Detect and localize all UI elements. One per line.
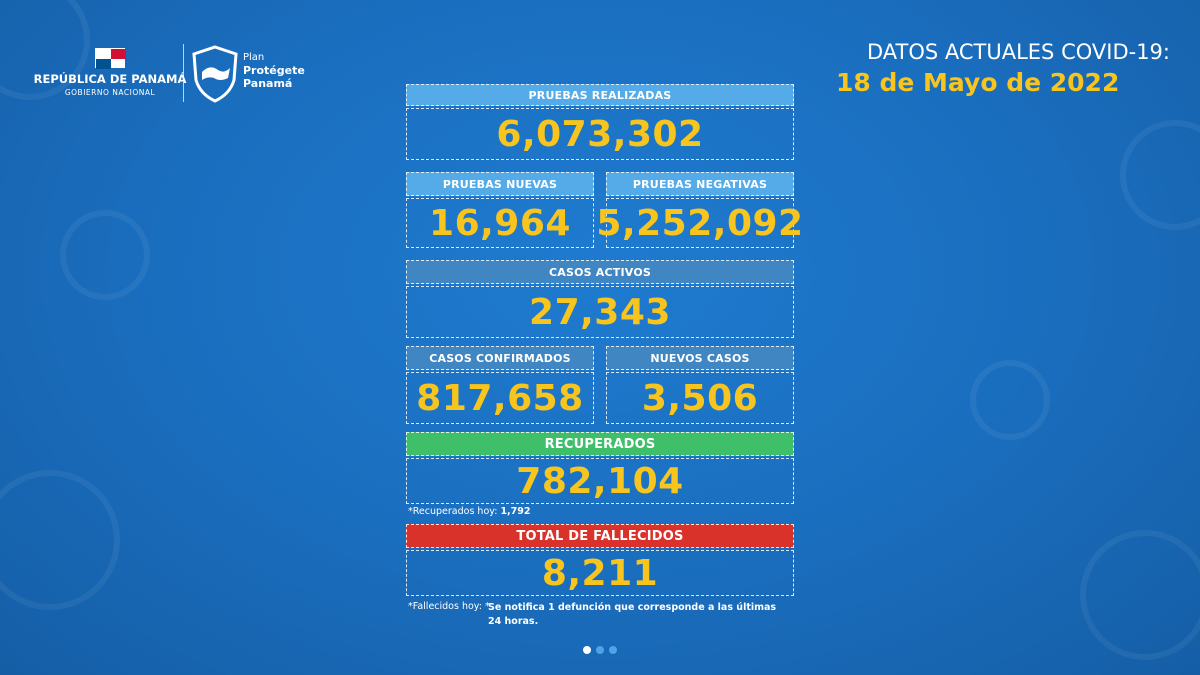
plan-name: Protégete	[243, 64, 305, 77]
stat-value: 16,964	[406, 198, 594, 248]
stat-label: NUEVOS CASOS	[606, 346, 794, 370]
decoration	[0, 470, 120, 610]
date: 18 de Mayo de 2022	[836, 68, 1120, 97]
plan-name: Panamá	[243, 77, 293, 90]
decoration	[1120, 120, 1200, 230]
divider	[183, 44, 184, 102]
plan-label: Plan	[243, 52, 265, 63]
carousel-dot[interactable]	[596, 646, 604, 654]
note-text: Se notifica 1 defunción que corresponde …	[488, 602, 777, 627]
note-value: 1,792	[500, 506, 531, 517]
decoration	[1080, 530, 1200, 660]
stat-value: 782,104	[406, 458, 794, 504]
shield-logo	[192, 45, 238, 103]
government-name: GOBIERNO NACIONAL	[64, 88, 156, 97]
stat-label: PRUEBAS REALIZADAS	[406, 84, 794, 106]
stat-label: RECUPERADOS	[406, 432, 794, 456]
stat-value: 27,343	[406, 286, 794, 338]
note: *Recuperados hoy: 1,792	[408, 506, 531, 517]
stat-label: CASOS CONFIRMADOS	[406, 346, 594, 370]
title: DATOS ACTUALES COVID-19:	[866, 40, 1170, 64]
decoration	[60, 210, 150, 300]
decoration	[0, 0, 90, 100]
stat-label: CASOS ACTIVOS	[406, 260, 794, 284]
stat-value: 5,252,092	[596, 198, 803, 248]
stat-value: 817,658	[406, 372, 594, 424]
stat-value: 6,073,302	[406, 108, 794, 160]
carousel-dot[interactable]	[583, 646, 591, 654]
country-name: REPÚBLICA DE PANAMÁ	[33, 72, 187, 86]
stat-label: TOTAL DE FALLECIDOS	[406, 524, 794, 548]
note-label: *Recuperados hoy:	[408, 506, 498, 517]
decoration	[970, 360, 1050, 440]
note-label: *Fallecidos hoy: *	[408, 601, 490, 612]
carousel-dot[interactable]	[609, 646, 617, 654]
stat-value: 8,211	[406, 550, 794, 596]
stat-value: 3,506	[606, 372, 794, 424]
flag	[95, 48, 126, 69]
stat-label: PRUEBAS NUEVAS	[406, 172, 594, 196]
stat-label: PRUEBAS NEGATIVAS	[606, 172, 794, 196]
